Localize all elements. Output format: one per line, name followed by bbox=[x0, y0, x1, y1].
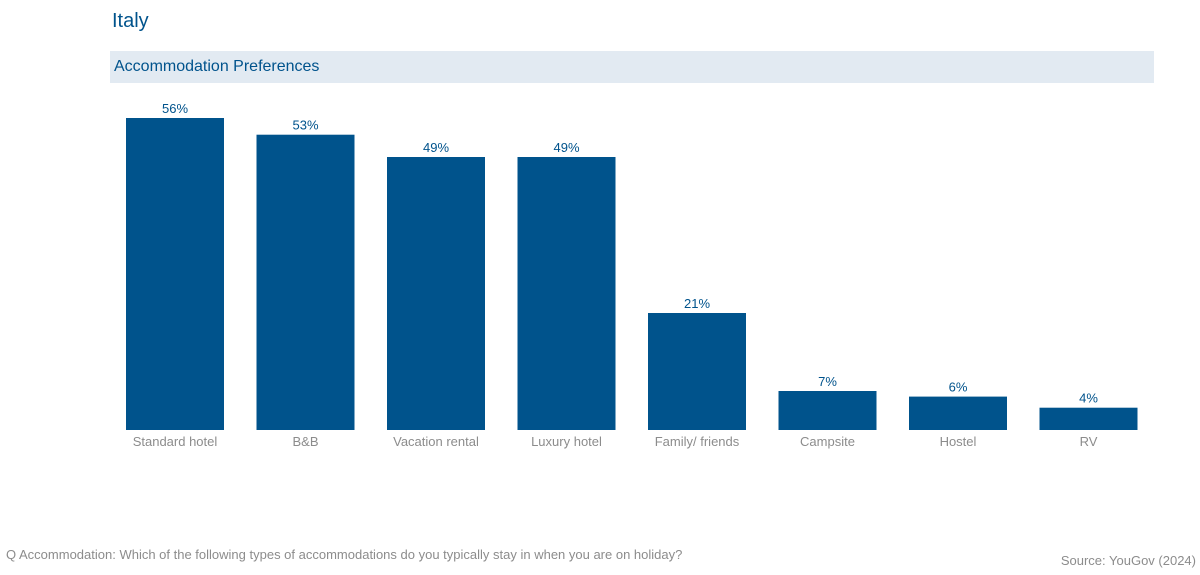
category-label: Standard hotel bbox=[133, 434, 218, 449]
category-label: RV bbox=[1080, 434, 1098, 449]
bar-1 bbox=[256, 134, 355, 430]
bar-2 bbox=[387, 157, 485, 430]
category-label: Family/ friends bbox=[655, 434, 740, 449]
bar-value-label: 53% bbox=[292, 118, 318, 133]
bar-value-label: 49% bbox=[423, 140, 449, 155]
bar-value-label: 6% bbox=[949, 380, 968, 395]
bar-value-label: 21% bbox=[684, 296, 710, 311]
category-label: Vacation rental bbox=[393, 434, 479, 449]
category-label: Luxury hotel bbox=[531, 434, 602, 449]
source-note: Source: YouGov (2024) bbox=[1060, 553, 1196, 568]
bar-value-label: 7% bbox=[818, 374, 837, 389]
bar-7 bbox=[1039, 407, 1138, 430]
bar-3 bbox=[517, 157, 616, 430]
chart-subtitle-band: Accommodation Preferences bbox=[110, 51, 1154, 83]
bar-6 bbox=[909, 396, 1007, 430]
category-label: Hostel bbox=[940, 434, 977, 449]
category-label: B&B bbox=[292, 434, 318, 449]
survey-question: Q Accommodation: Which of the following … bbox=[6, 547, 683, 562]
bar-value-label: 4% bbox=[1079, 391, 1098, 406]
chart-subtitle: Accommodation Preferences bbox=[114, 58, 320, 75]
bar-0 bbox=[126, 118, 224, 430]
category-label: Campsite bbox=[800, 434, 855, 449]
bar-5 bbox=[778, 391, 877, 430]
bar-value-label: 49% bbox=[553, 140, 579, 155]
bar-value-label: 56% bbox=[162, 101, 188, 116]
bar-4 bbox=[648, 313, 746, 430]
page-title: Italy bbox=[112, 10, 149, 32]
